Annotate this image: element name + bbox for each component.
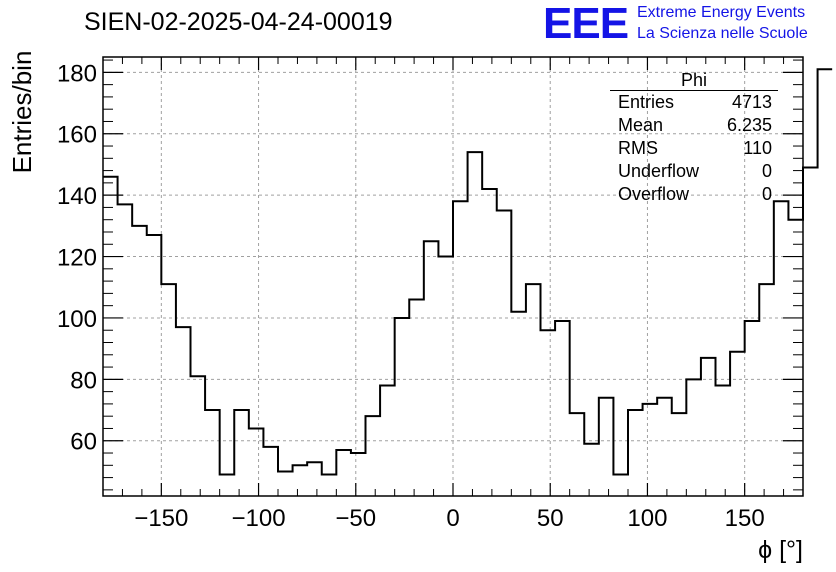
histogram-bin: [205, 410, 220, 496]
histogram-bin: [555, 321, 570, 496]
histogram-bin: [438, 257, 453, 496]
histogram-bin: [672, 413, 687, 496]
histogram-bin: [103, 177, 118, 496]
histogram-bin: [161, 284, 176, 496]
stats-row-entries: Entries 4713: [610, 91, 778, 114]
histogram-bin: [468, 152, 483, 496]
stats-label: Mean: [618, 115, 664, 135]
histogram-bin: [497, 210, 512, 496]
histogram-bin: [118, 204, 133, 496]
stats-value: 4713: [731, 92, 772, 112]
histogram-bin: [759, 284, 774, 496]
histogram-bin: [541, 330, 556, 496]
histogram-bin: [526, 284, 541, 496]
histogram-step-line: [103, 68, 833, 476]
stats-label: Overflow: [618, 184, 690, 204]
histogram-bin: [395, 318, 410, 496]
histogram-bin: [322, 475, 337, 496]
stats-label: Underflow: [618, 161, 700, 181]
histogram-bin: [366, 416, 381, 496]
histogram-bin: [409, 300, 424, 496]
histogram-bin: [511, 312, 526, 496]
histogram-bin: [570, 413, 585, 496]
stats-value: 6.235: [726, 115, 772, 135]
stats-label: Entries: [618, 92, 675, 112]
histogram-bin: [745, 321, 760, 496]
x-tick-label: 0: [446, 505, 459, 532]
histogram-bin: [643, 404, 658, 496]
stats-value: 0: [761, 184, 772, 204]
histogram-bin: [380, 385, 395, 496]
histogram-bin: [453, 201, 468, 496]
logo-line-1: Extreme Energy Events: [637, 4, 806, 21]
y-axis-label: Entries/bin: [7, 51, 37, 174]
histogram-bin: [278, 471, 293, 496]
y-tick-label: 160: [57, 122, 97, 149]
histogram-bin: [730, 352, 745, 496]
y-tick-label: 100: [57, 306, 97, 333]
histogram-bin: [191, 376, 206, 496]
histogram-bin: [147, 235, 162, 496]
histogram-bin: [686, 379, 701, 496]
x-tick-label: −50: [335, 505, 376, 532]
histogram-bin: [613, 475, 628, 496]
histogram-bin: [599, 398, 614, 496]
tick-labels: −150 −100 −50 0 50 100 150 60 80 100 120 140 160 180: [57, 60, 765, 532]
y-tick-label: 80: [70, 367, 97, 394]
histogram-bin: [774, 201, 789, 496]
stats-row-rms: RMS 110: [610, 137, 778, 160]
stats-row-underflow: Underflow 0: [610, 160, 778, 183]
histogram-bin: [818, 69, 833, 496]
histogram-bin: [220, 475, 235, 496]
histogram-bin: [803, 168, 818, 496]
x-tick-label: 50: [537, 505, 564, 532]
histogram-bin: [351, 453, 366, 496]
eee-logo: EEE: [543, 0, 629, 48]
y-tick-label: 120: [57, 245, 97, 272]
y-tick-label: 180: [57, 60, 97, 87]
histogram-bin: [424, 241, 439, 496]
y-tick-label: 140: [57, 183, 97, 210]
histogram-bin: [307, 462, 322, 496]
histogram-bin: [628, 410, 643, 496]
stats-title: Phi: [610, 70, 778, 91]
x-tick-label: −150: [134, 505, 188, 532]
histogram-series: [103, 68, 833, 496]
histogram-bin: [234, 410, 249, 496]
axis-ticks: [102, 57, 804, 496]
histogram-bin: [176, 327, 191, 496]
histogram-bin: [336, 450, 351, 496]
histogram-bin: [263, 447, 278, 496]
histogram-bin: [249, 428, 264, 496]
stats-value: 110: [743, 138, 772, 158]
histogram-bin: [482, 189, 497, 496]
x-axis-label: ϕ [°]: [758, 536, 803, 564]
stats-row-overflow: Overflow 0: [610, 183, 778, 206]
stats-row-mean: Mean 6.235: [610, 114, 778, 137]
y-tick-label: 60: [70, 429, 97, 456]
stats-value: 0: [761, 161, 772, 181]
histogram-bin: [584, 444, 599, 496]
histogram-bin: [657, 398, 672, 496]
histogram-bin: [716, 385, 731, 496]
histogram-bin: [293, 465, 308, 496]
logo-line-2: La Scienza nelle Scuole: [637, 25, 808, 42]
chart-title: SIEN-02-2025-04-24-00019: [84, 8, 393, 36]
histogram-bin: [701, 358, 716, 496]
stats-box: Phi Entries 4713 Mean 6.235 RMS 110 Underflow 0…: [610, 70, 778, 206]
stats-label: RMS: [618, 138, 658, 158]
x-tick-label: 150: [725, 505, 765, 532]
histogram-bin: [788, 220, 803, 496]
histogram-bin: [132, 226, 147, 496]
x-tick-label: 100: [627, 505, 667, 532]
x-tick-label: −100: [232, 505, 286, 532]
